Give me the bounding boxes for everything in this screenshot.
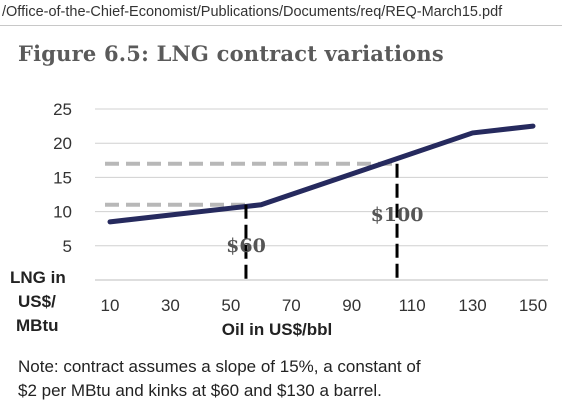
y-tick-label-10: 10 <box>53 203 72 222</box>
series-layer <box>107 123 536 225</box>
x-tick-label-70: 70 <box>282 296 301 315</box>
x-tick-label-150: 150 <box>519 296 547 315</box>
note-line-1: Note: contract assumes a slope of 15%, a… <box>18 357 421 376</box>
annotation-label-1: $60 <box>226 235 266 257</box>
figure-note: Note: contract assumes a slope of 15%, a… <box>18 355 558 403</box>
gridlines <box>95 108 548 281</box>
y-axis-ticks: 5 10 15 20 25 <box>53 100 72 256</box>
x-tick-label-110: 110 <box>399 296 426 315</box>
document-url-bar[interactable]: /Office-of-the-Chief-Economist/Publicati… <box>2 4 503 20</box>
lng-contract-chart: 5 10 15 20 25 10 30 50 70 90 110 130 150 $60 $100 LN… <box>10 100 548 339</box>
y-axis-label-line-3: MBtu <box>16 316 58 335</box>
series-line-1 <box>107 123 536 225</box>
y-tick-label-15: 15 <box>53 168 72 187</box>
note-line-2: $2 per MBtu and kinks at $60 and $130 a … <box>18 381 382 400</box>
x-tick-label-130: 130 <box>458 296 486 315</box>
y-axis-label-line-2: US$/ <box>18 292 56 311</box>
reference-marker-lines <box>244 163 399 280</box>
annotation-labels: $60 $100 <box>226 204 423 257</box>
y-tick-label-25: 25 <box>53 100 72 119</box>
x-axis-label: Oil in US$/bbl <box>222 320 333 339</box>
url-bar-divider <box>0 25 562 26</box>
reference-dashed-lines <box>105 161 398 207</box>
x-tick-label-50: 50 <box>221 296 240 315</box>
x-axis-ticks: 10 30 50 70 90 110 130 150 <box>101 296 548 315</box>
y-tick-label-20: 20 <box>53 134 72 153</box>
x-tick-label-90: 90 <box>342 296 361 315</box>
y-tick-label-5: 5 <box>63 237 72 256</box>
y-axis-label-line-1: LNG in <box>10 268 66 287</box>
figure-title: Figure 6.5: LNG contract variations <box>18 41 444 66</box>
x-tick-label-10: 10 <box>101 296 120 315</box>
annotation-label-2: $100 <box>371 204 424 226</box>
x-tick-label-30: 30 <box>161 296 180 315</box>
